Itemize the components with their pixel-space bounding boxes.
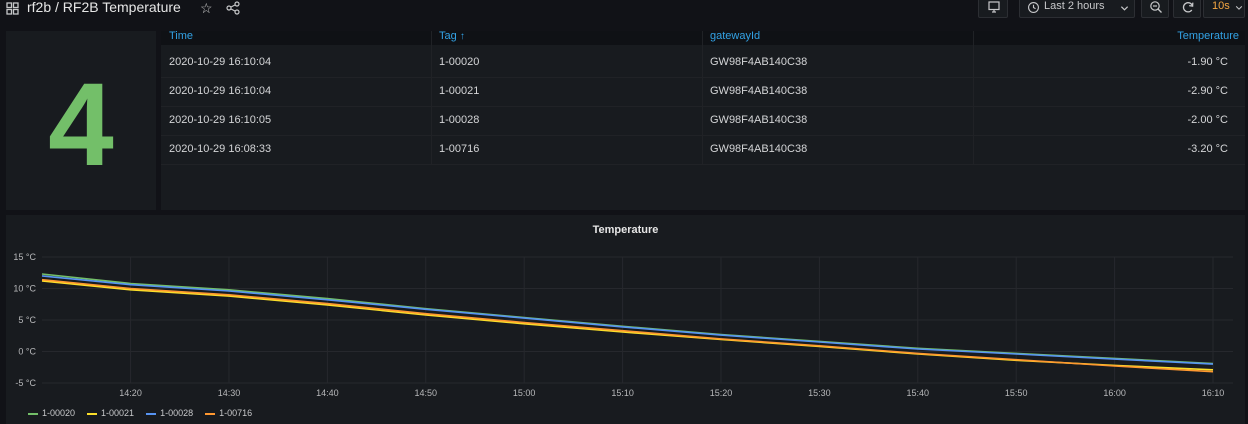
table-panel: Time Tag ↑ gatewayId Temperature 2020-10…	[161, 30, 1245, 210]
tv-mode-button[interactable]	[978, 0, 1008, 18]
cell-tag: 1-00021	[439, 85, 480, 97]
chart-legend: 1-00020 1-00021 1-00028 1-00716	[28, 408, 264, 418]
time-range-label: Last 2 hours	[1044, 0, 1105, 12]
y-tick-label: -5 °C	[15, 378, 36, 388]
legend-item[interactable]: 1-00716	[205, 408, 252, 418]
star-icon[interactable]: ☆	[200, 0, 213, 16]
x-tick-label: 16:00	[1103, 388, 1126, 398]
x-tick-label: 15:30	[808, 388, 831, 398]
graph-panel[interactable]: Temperature 15 °C 10 °C 5 °C 0 °C -5 °C 14:20…	[6, 215, 1245, 424]
cell-time: 2020-10-29 16:08:33	[169, 143, 272, 155]
tv-mode-icon	[988, 1, 1000, 13]
table-row: 2020-10-29 16:10:04 1-00020 GW98F4AB140C…	[161, 49, 1245, 78]
series-line-1-00028	[41, 275, 1214, 365]
cell-temperature: -1.90 °C	[1187, 56, 1228, 68]
y-tick-label: 0 °C	[18, 347, 36, 357]
y-tick-label: 15 °C	[13, 252, 36, 262]
x-tick-label: 14:20	[119, 388, 142, 398]
cell-temperature: -2.90 °C	[1187, 85, 1228, 97]
stat-panel[interactable]: 4	[6, 31, 156, 210]
cell-temperature: -3.20 °C	[1187, 143, 1228, 155]
x-tick-label: 15:50	[1005, 388, 1028, 398]
x-tick-label: 15:20	[710, 388, 733, 398]
table-row: 2020-10-29 16:10:04 1-00021 GW98F4AB140C…	[161, 78, 1245, 107]
legend-label: 1-00021	[101, 408, 135, 418]
table-row: 2020-10-29 16:10:05 1-00028 GW98F4AB140C…	[161, 107, 1245, 136]
table-header: Time Tag ↑ gatewayId Temperature	[161, 30, 1245, 45]
legend-item[interactable]: 1-00020	[28, 408, 75, 418]
grid-icon[interactable]	[6, 2, 19, 15]
x-tick-label: 15:10	[611, 388, 634, 398]
cell-temperature: -2.00 °C	[1187, 114, 1228, 126]
column-header-time[interactable]: Time	[169, 30, 194, 42]
series-line-1-00716	[41, 278, 1214, 373]
column-divider	[702, 31, 703, 164]
refresh-interval-picker[interactable]: 10s	[1203, 0, 1245, 18]
column-divider	[973, 31, 974, 164]
legend-swatch	[205, 412, 216, 415]
dashboard-title[interactable]: rf2b / RF2B Temperature	[27, 0, 181, 15]
y-tick-label: 5 °C	[18, 315, 36, 325]
series-line-1-00020	[41, 273, 1214, 365]
refresh-interval-label: 10s	[1212, 0, 1230, 12]
chevron-down-icon	[1120, 6, 1129, 11]
cell-time: 2020-10-29 16:10:04	[169, 56, 272, 68]
legend-swatch	[146, 412, 157, 415]
table-row: 2020-10-29 16:08:33 1-00716 GW98F4AB140C…	[161, 136, 1245, 165]
dashboard-header: rf2b / RF2B Temperature ☆ Last 2 hours	[0, 0, 1248, 18]
cell-tag: 1-00716	[439, 143, 480, 155]
sort-ascending-icon: ↑	[459, 31, 465, 42]
x-tick-label: 16:10	[1202, 388, 1225, 398]
zoom-out-icon	[1150, 1, 1162, 13]
x-tick-label: 15:40	[907, 388, 930, 398]
cell-tag: 1-00020	[439, 56, 480, 68]
cell-gatewayid: GW98F4AB140C38	[710, 56, 808, 68]
cell-time: 2020-10-29 16:10:04	[169, 85, 272, 97]
cell-gatewayid: GW98F4AB140C38	[710, 85, 808, 97]
legend-item[interactable]: 1-00021	[87, 408, 134, 418]
cell-tag: 1-00028	[439, 114, 480, 126]
cell-time: 2020-10-29 16:10:05	[169, 114, 272, 126]
chevron-down-icon	[1235, 6, 1243, 10]
column-header-gatewayid[interactable]: gatewayId	[710, 30, 761, 42]
legend-swatch	[28, 412, 38, 415]
refresh-button[interactable]	[1173, 0, 1201, 18]
cell-gatewayid: GW98F4AB140C38	[710, 143, 808, 155]
column-header-tag[interactable]: Tag ↑	[439, 30, 465, 42]
zoom-out-button[interactable]	[1141, 0, 1169, 18]
x-tick-label: 14:40	[316, 388, 339, 398]
x-tick-label: 14:30	[218, 388, 241, 398]
column-divider	[431, 31, 432, 164]
column-header-tag-label: Tag	[439, 30, 457, 42]
column-header-temperature[interactable]: Temperature	[1177, 30, 1239, 42]
stat-value: 4	[48, 59, 114, 191]
y-tick-label: 10 °C	[13, 284, 36, 294]
legend-swatch	[87, 412, 98, 415]
chart-title[interactable]: Temperature	[592, 224, 659, 236]
refresh-icon	[1182, 2, 1194, 13]
legend-label: 1-00020	[42, 408, 76, 418]
legend-label: 1-00028	[160, 408, 194, 418]
x-tick-label: 14:50	[415, 388, 438, 398]
legend-item[interactable]: 1-00028	[146, 408, 193, 418]
share-icon[interactable]	[226, 1, 240, 15]
temperature-chart[interactable]: 15 °C 10 °C 5 °C 0 °C -5 °C 14:20 14:30 14:40 14…	[6, 215, 1245, 405]
legend-label: 1-00716	[219, 408, 253, 418]
cell-gatewayid: GW98F4AB140C38	[710, 114, 808, 126]
time-range-picker[interactable]: Last 2 hours	[1019, 0, 1135, 18]
clock-icon	[1028, 2, 1039, 13]
x-tick-label: 15:00	[513, 388, 536, 398]
